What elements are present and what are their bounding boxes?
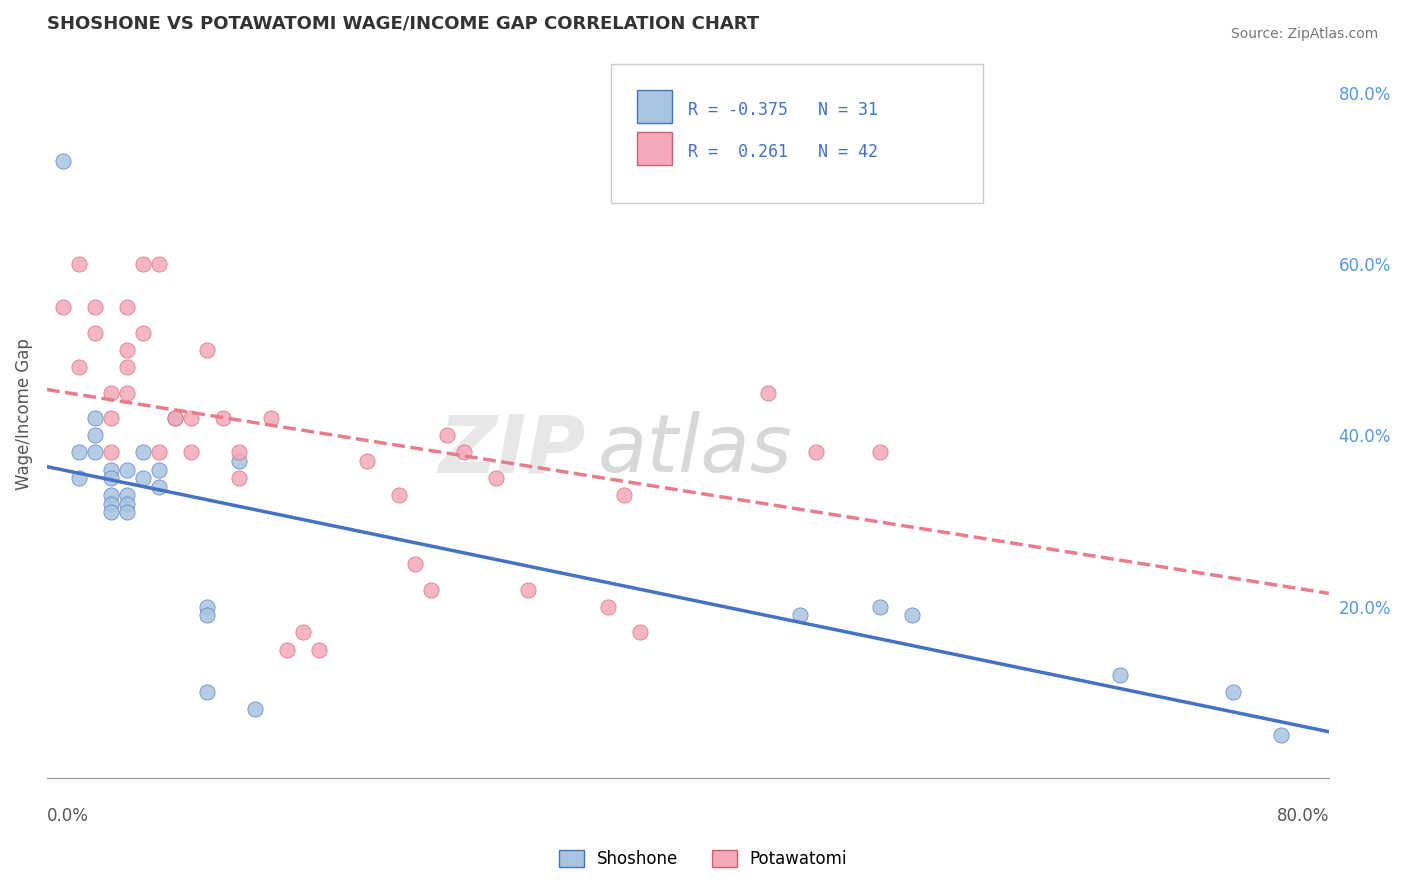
- Point: [100, 505, 122, 519]
- Point: [516, 582, 538, 597]
- Point: [756, 385, 779, 400]
- Point: [148, 445, 170, 459]
- Text: Source: ZipAtlas.com: Source: ZipAtlas.com: [1230, 27, 1378, 41]
- Text: 80.0%: 80.0%: [1277, 807, 1329, 825]
- Point: [436, 428, 458, 442]
- Point: [100, 411, 122, 425]
- Text: SHOSHONE VS POTAWATOMI WAGE/INCOME GAP CORRELATION CHART: SHOSHONE VS POTAWATOMI WAGE/INCOME GAP C…: [46, 15, 759, 33]
- Text: atlas: atlas: [598, 411, 793, 490]
- Point: [100, 488, 122, 502]
- Point: [1109, 668, 1132, 682]
- Point: [100, 445, 122, 459]
- Text: ZIP: ZIP: [437, 411, 585, 490]
- Y-axis label: Wage/Income Gap: Wage/Income Gap: [15, 338, 32, 490]
- Point: [356, 454, 378, 468]
- Point: [132, 471, 155, 485]
- Point: [84, 411, 107, 425]
- FancyBboxPatch shape: [637, 132, 672, 165]
- Point: [67, 359, 90, 374]
- Point: [67, 471, 90, 485]
- Point: [67, 257, 90, 271]
- Text: 0.0%: 0.0%: [46, 807, 89, 825]
- Legend: Shoshone, Potawatomi: Shoshone, Potawatomi: [553, 843, 853, 875]
- Point: [100, 462, 122, 476]
- Point: [869, 599, 891, 614]
- Point: [195, 343, 218, 357]
- Point: [115, 497, 138, 511]
- Point: [613, 488, 636, 502]
- Point: [789, 608, 811, 623]
- Point: [1270, 728, 1292, 742]
- Point: [195, 599, 218, 614]
- Point: [100, 497, 122, 511]
- Point: [115, 385, 138, 400]
- Point: [901, 608, 924, 623]
- Text: R =  0.261   N = 42: R = 0.261 N = 42: [688, 143, 877, 161]
- Point: [453, 445, 475, 459]
- Point: [67, 445, 90, 459]
- Point: [52, 154, 75, 169]
- Point: [132, 257, 155, 271]
- Point: [212, 411, 235, 425]
- Point: [180, 411, 202, 425]
- Point: [195, 608, 218, 623]
- Point: [84, 445, 107, 459]
- Point: [115, 488, 138, 502]
- Point: [84, 326, 107, 340]
- Point: [132, 445, 155, 459]
- Point: [115, 462, 138, 476]
- Point: [388, 488, 411, 502]
- Text: R = -0.375   N = 31: R = -0.375 N = 31: [688, 101, 877, 119]
- Point: [276, 642, 298, 657]
- Point: [245, 702, 267, 716]
- Point: [228, 471, 250, 485]
- Point: [628, 625, 651, 640]
- Point: [195, 685, 218, 699]
- Point: [420, 582, 443, 597]
- Point: [404, 557, 426, 571]
- Point: [115, 343, 138, 357]
- Point: [148, 480, 170, 494]
- Point: [484, 471, 506, 485]
- Point: [1222, 685, 1244, 699]
- Point: [180, 445, 202, 459]
- Point: [260, 411, 283, 425]
- Point: [308, 642, 330, 657]
- Point: [84, 428, 107, 442]
- Point: [100, 385, 122, 400]
- Point: [115, 359, 138, 374]
- Point: [84, 300, 107, 314]
- FancyBboxPatch shape: [637, 90, 672, 123]
- Point: [165, 411, 187, 425]
- Point: [869, 445, 891, 459]
- Point: [165, 411, 187, 425]
- Point: [292, 625, 315, 640]
- Point: [228, 445, 250, 459]
- Point: [148, 462, 170, 476]
- Point: [52, 300, 75, 314]
- FancyBboxPatch shape: [612, 64, 983, 202]
- Point: [100, 471, 122, 485]
- Point: [804, 137, 827, 152]
- Point: [596, 599, 619, 614]
- Point: [228, 454, 250, 468]
- Point: [115, 300, 138, 314]
- Point: [804, 445, 827, 459]
- Point: [148, 257, 170, 271]
- Point: [132, 326, 155, 340]
- Point: [115, 505, 138, 519]
